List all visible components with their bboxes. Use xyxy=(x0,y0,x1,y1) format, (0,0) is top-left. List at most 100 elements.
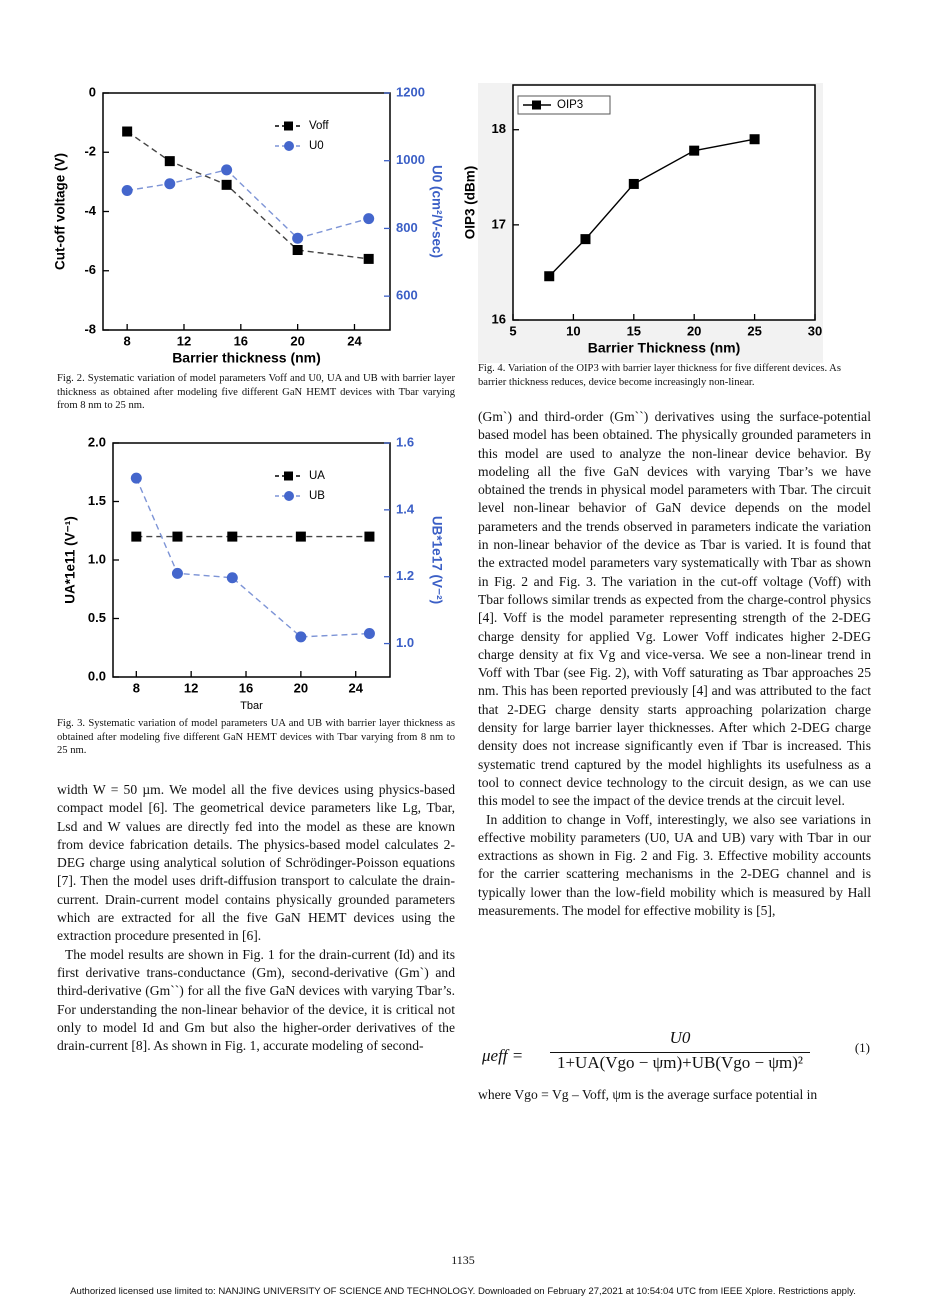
x-tick-label: 20 xyxy=(687,323,701,338)
legend-label: Voff xyxy=(309,120,329,132)
x-tick-label: 16 xyxy=(239,680,253,695)
paragraph: In addition to change in Voff, interesti… xyxy=(478,811,871,919)
series-line xyxy=(126,130,369,260)
legend-marker xyxy=(284,141,294,151)
legend-label: UB xyxy=(309,490,325,502)
equation-denominator: 1+UA(Vgo − ψm)+UB(Vgo − ψm)² xyxy=(550,1052,810,1073)
y2-tick-label: 1.2 xyxy=(396,568,414,583)
caption: Fig. 2. Systematic variation of model pa… xyxy=(57,373,455,412)
equation-numerator: U0 xyxy=(669,1028,691,1047)
caption: Fig. 3. Systematic variation of model pa… xyxy=(57,718,455,757)
x-tick-label: 10 xyxy=(566,323,580,338)
y2-tick-label: 1200 xyxy=(396,84,425,99)
marker xyxy=(364,531,375,542)
paragraph: The model results are shown in Fig. 1 fo… xyxy=(57,946,455,1054)
marker xyxy=(363,253,374,264)
x-tick-label: 16 xyxy=(234,333,248,348)
y-tick-label: 1.5 xyxy=(88,493,106,508)
marker xyxy=(221,164,233,176)
marker xyxy=(131,531,142,542)
x-tick-label: 20 xyxy=(294,680,308,695)
y2-tick-label: 800 xyxy=(396,220,418,235)
marker xyxy=(171,567,183,579)
equation-number: (1) xyxy=(854,1040,870,1055)
left-column: width W = 50 µm. We model all the five d… xyxy=(57,781,455,1055)
marker xyxy=(544,271,555,282)
series-line xyxy=(135,477,370,638)
x-axis-label: Barrier thickness (nm) xyxy=(172,350,321,366)
plot-frame xyxy=(512,84,816,321)
y-tick-label: 1.0 xyxy=(88,551,106,566)
x-tick-label: 24 xyxy=(348,680,363,695)
legend-label: UA xyxy=(309,470,325,482)
x-tick-label: 30 xyxy=(808,323,822,338)
caption: Fig. 4. Variation of the OIP3 with barri… xyxy=(478,363,841,388)
y2-tick-label: 1.4 xyxy=(396,501,415,516)
marker xyxy=(130,472,142,484)
equation: μeff = U0 1+UA(Vgo − ψm)+UB(Vgo − ψm)² (… xyxy=(480,1028,870,1080)
x-tick-label: 15 xyxy=(627,323,641,338)
x-tick-label: 12 xyxy=(184,680,198,695)
equation-lhs: μeff = xyxy=(482,1046,524,1065)
legend-label: U0 xyxy=(309,140,324,152)
right-column: (Gm`) and third-order (Gm``) derivatives… xyxy=(478,408,871,920)
x-tick-label: 8 xyxy=(124,333,131,348)
paragraph: (Gm`) and third-order (Gm``) derivatives… xyxy=(478,409,871,809)
marker xyxy=(227,531,238,542)
legend-label: OIP3 xyxy=(557,99,583,111)
marker xyxy=(226,572,238,584)
marker xyxy=(164,178,176,190)
y-tick-label: -6 xyxy=(84,262,96,277)
y2-tick-label: 1.0 xyxy=(396,635,414,650)
y-tick-label: -2 xyxy=(84,144,96,159)
y-tick-label: 0.5 xyxy=(88,610,106,625)
x-tick-label: 25 xyxy=(747,323,761,338)
marker xyxy=(363,213,375,225)
marker xyxy=(363,628,375,640)
y2-axis-label: UB*1e17 (V⁻²) xyxy=(429,516,444,604)
x-tick-label: 20 xyxy=(290,333,304,348)
footer: Authorized licensed use limited to: NANJ… xyxy=(70,1286,856,1297)
plot-frame xyxy=(102,92,391,331)
marker xyxy=(689,145,700,156)
x-tick-label: 8 xyxy=(133,680,140,695)
legend-marker xyxy=(532,100,541,110)
marker xyxy=(172,531,183,542)
y2-tick-label: 600 xyxy=(396,288,418,303)
y-tick-label: -4 xyxy=(84,203,96,218)
y-tick-label: 0 xyxy=(89,84,96,99)
y-axis-label: Cut-off voltage (V) xyxy=(53,153,68,270)
y-tick-label: 16 xyxy=(492,311,506,326)
marker xyxy=(292,245,303,256)
y-axis-label: OIP3 (dBm) xyxy=(463,166,478,240)
marker xyxy=(295,531,306,542)
y-tick-label: 18 xyxy=(492,121,506,136)
x-tick-label: 12 xyxy=(177,333,191,348)
paragraph: where Vgo = Vg – Voff, ψm is the average… xyxy=(478,1087,818,1102)
marker xyxy=(121,185,133,197)
y2-tick-label: 1000 xyxy=(396,152,425,167)
marker xyxy=(580,234,591,245)
x-axis-label: Barrier Thickness (nm) xyxy=(588,340,741,356)
marker xyxy=(749,134,760,145)
page-number: 1135 xyxy=(451,1253,475,1267)
x-tick-label: 5 xyxy=(509,323,516,338)
y2-tick-label: 1.6 xyxy=(396,434,414,449)
legend-marker xyxy=(284,471,293,481)
marker xyxy=(164,156,175,167)
y-axis-label: UA*1e11 (V⁻¹) xyxy=(63,516,78,603)
y2-axis-label: U0 (cm²/V-sec) xyxy=(429,165,444,258)
plot-frame xyxy=(112,442,391,678)
paragraph: width W = 50 µm. We model all the five d… xyxy=(57,782,455,944)
marker xyxy=(122,126,133,137)
y-tick-label: 0.0 xyxy=(88,668,106,683)
marker xyxy=(295,631,307,643)
y-tick-label: 2.0 xyxy=(88,434,106,449)
y-tick-label: 17 xyxy=(492,216,506,231)
x-tick-label: 24 xyxy=(347,333,362,348)
y-tick-label: -8 xyxy=(84,321,96,336)
legend-marker xyxy=(284,121,293,131)
x-axis-label: Tbar xyxy=(240,700,263,712)
marker xyxy=(292,232,304,244)
